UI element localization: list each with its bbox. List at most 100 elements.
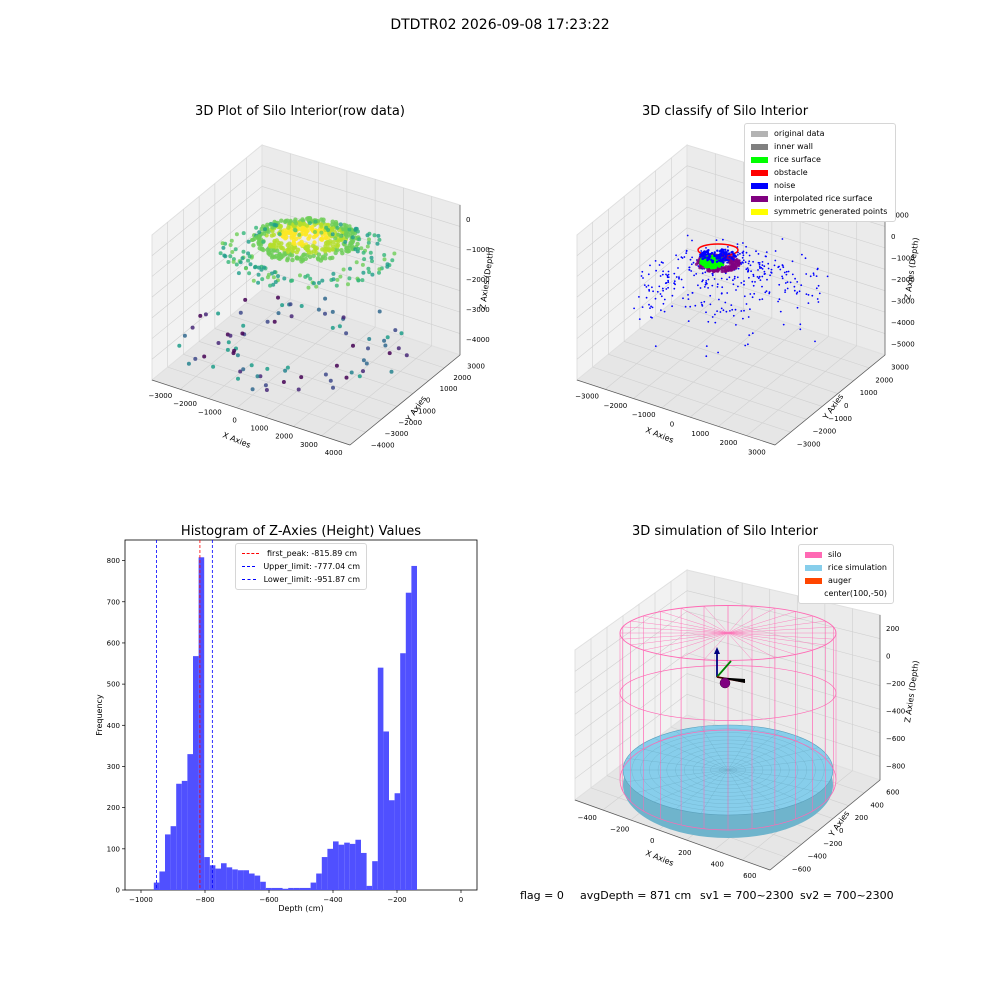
rice-mesh — [727, 769, 819, 793]
noise-point — [711, 274, 714, 277]
noise-point — [799, 323, 802, 326]
histogram-bar — [176, 783, 182, 890]
noise-point — [781, 238, 784, 240]
noise-point — [708, 255, 712, 258]
data-point — [243, 297, 248, 302]
data-point — [269, 250, 274, 255]
legend-label: rice surface — [774, 155, 821, 164]
silo-roof-wire — [727, 620, 826, 634]
x-tick-label: 3000 — [748, 448, 766, 456]
noise-point — [732, 314, 735, 317]
histogram-bar — [243, 870, 249, 890]
legend-swatch — [805, 591, 818, 597]
data-point — [375, 241, 380, 246]
data-point — [269, 255, 275, 260]
data-point — [294, 255, 299, 260]
data-point — [331, 277, 336, 282]
data-point — [307, 221, 312, 226]
noise-point — [665, 288, 668, 290]
data-point — [203, 312, 208, 317]
data-point — [282, 276, 287, 281]
noise-point — [726, 249, 730, 252]
silo-roof-wire — [681, 632, 729, 658]
noise-point — [752, 275, 755, 277]
grid-line — [230, 315, 429, 381]
legend-label: Upper_limit: -777.04 cm — [263, 562, 360, 571]
y-tick-label: −1000 — [828, 415, 852, 423]
noise-point — [692, 261, 695, 264]
data-point — [276, 311, 281, 316]
data-point — [333, 236, 338, 241]
noise-point — [703, 286, 706, 288]
noise-point — [715, 260, 719, 263]
y-tick-label: 600 — [886, 788, 899, 796]
data-point — [367, 337, 372, 341]
data-point — [282, 228, 287, 233]
noise-point — [673, 282, 675, 285]
noise-point — [781, 264, 784, 267]
data-point — [383, 343, 388, 348]
legend-label: obstacle — [774, 168, 808, 177]
panel4-zlabel: Z Axies (Depth) — [903, 660, 921, 723]
legend-item: center(100,-50) — [805, 587, 887, 600]
noise-point — [741, 256, 744, 259]
data-point — [334, 363, 339, 368]
silo-roof-wire — [727, 632, 775, 658]
noise-point — [709, 303, 712, 306]
rice-surface-point — [709, 264, 713, 268]
y-tick-label: −2000 — [398, 419, 422, 427]
noise-point — [720, 254, 724, 257]
data-point — [287, 221, 292, 226]
noise-point — [745, 268, 748, 271]
data-point — [323, 249, 328, 254]
data-point — [335, 277, 340, 282]
noise-point — [791, 273, 794, 276]
auger-marker — [714, 647, 746, 689]
noise-point — [816, 298, 819, 300]
data-point — [305, 273, 310, 278]
x-tick-label: −800 — [195, 896, 214, 904]
noise-point — [658, 285, 661, 288]
noise-point — [718, 298, 720, 301]
rice-mesh — [653, 738, 729, 771]
silo-roof-wire — [622, 632, 729, 640]
z-tick-label: 200 — [886, 625, 899, 633]
data-point — [297, 232, 302, 237]
noise-point — [641, 306, 644, 308]
x-tick-label: 400 — [711, 861, 724, 869]
data-point — [346, 245, 352, 251]
noise-point — [784, 289, 787, 291]
noise-point — [722, 309, 725, 312]
data-point — [250, 387, 255, 392]
noise-point — [643, 284, 646, 286]
data-point — [313, 233, 318, 238]
grid-line — [236, 317, 348, 409]
noise-point — [691, 256, 693, 259]
data-point — [392, 251, 397, 256]
noise-point — [761, 285, 763, 288]
data-point — [299, 221, 304, 227]
histogram-bar — [193, 656, 199, 890]
noise-point — [743, 295, 746, 298]
grid-line — [686, 652, 881, 710]
data-point — [273, 280, 278, 284]
noise-point — [703, 300, 706, 303]
data-point — [313, 219, 318, 224]
z-tick-label: 0 — [886, 652, 890, 660]
x-tick-label: 0 — [650, 837, 654, 845]
data-point — [347, 276, 352, 281]
data-point — [404, 353, 409, 358]
rice-surface-point — [713, 264, 717, 268]
data-point — [382, 257, 387, 262]
noise-point — [699, 287, 702, 289]
data-point — [338, 274, 343, 279]
x-tick-label: −600 — [259, 896, 278, 904]
noise-point — [675, 254, 677, 257]
noise-point — [728, 255, 731, 258]
rice-mesh — [727, 747, 819, 771]
x-tick-label: 3000 — [300, 441, 318, 449]
noise-point — [814, 340, 816, 343]
noise-point — [713, 278, 716, 280]
data-point — [377, 309, 382, 314]
noise-point — [693, 274, 695, 277]
